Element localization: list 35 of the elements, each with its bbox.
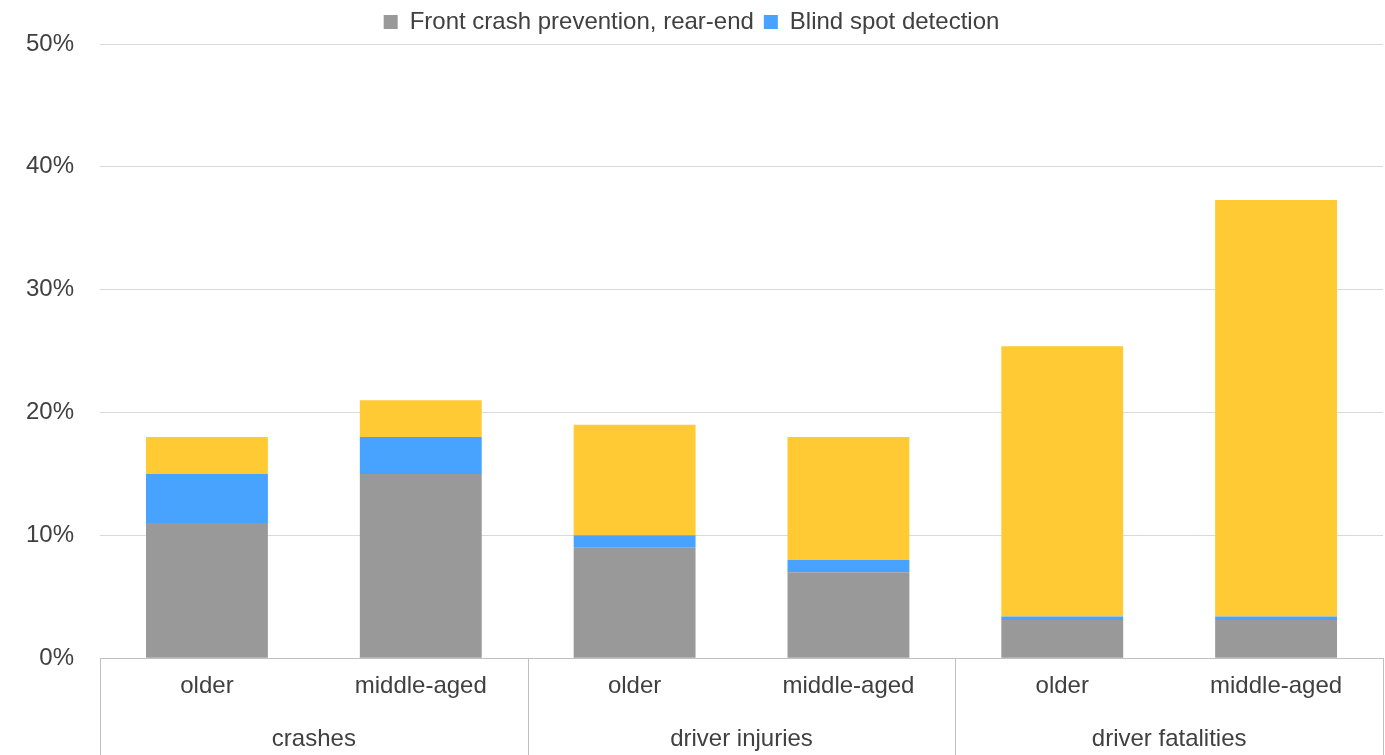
bar xyxy=(359,400,482,438)
bar xyxy=(1215,620,1338,658)
x-tick-label: older xyxy=(607,671,662,699)
legend-label: Front crash prevention, rear-end xyxy=(409,6,754,34)
y-tick-label: 0% xyxy=(39,642,75,670)
y-tick-label: 30% xyxy=(25,274,75,302)
bar xyxy=(573,424,696,536)
bar xyxy=(1001,616,1124,621)
bar xyxy=(787,437,910,560)
bar xyxy=(1215,616,1338,621)
text: driver injuries xyxy=(670,723,813,751)
x-tick-label: older xyxy=(1035,671,1089,699)
bar xyxy=(359,473,482,658)
x-tick-label: middle-aged xyxy=(354,671,487,699)
bar xyxy=(146,437,268,474)
y-tick-label: 50% xyxy=(25,28,75,56)
bar xyxy=(146,523,268,658)
y-tick-label: 10% xyxy=(25,519,75,547)
x-tick-label: older xyxy=(180,671,234,699)
text: driver fatalities xyxy=(1091,723,1247,751)
y-tick-label: 20% xyxy=(25,397,75,425)
bar xyxy=(359,437,482,474)
bar xyxy=(787,572,910,658)
x-tick-label: middle-aged xyxy=(1210,671,1343,699)
text: crashes xyxy=(271,723,356,751)
bar xyxy=(1215,200,1338,617)
bar xyxy=(787,559,910,573)
bar xyxy=(573,547,696,658)
bar xyxy=(1001,620,1124,658)
bar xyxy=(146,473,268,524)
bar xyxy=(573,535,696,548)
bar xyxy=(1001,346,1124,617)
x-tick-label: middle-aged xyxy=(782,671,915,699)
legend-label: Blind spot detection xyxy=(789,6,1000,34)
y-tick-label: 40% xyxy=(25,151,75,179)
